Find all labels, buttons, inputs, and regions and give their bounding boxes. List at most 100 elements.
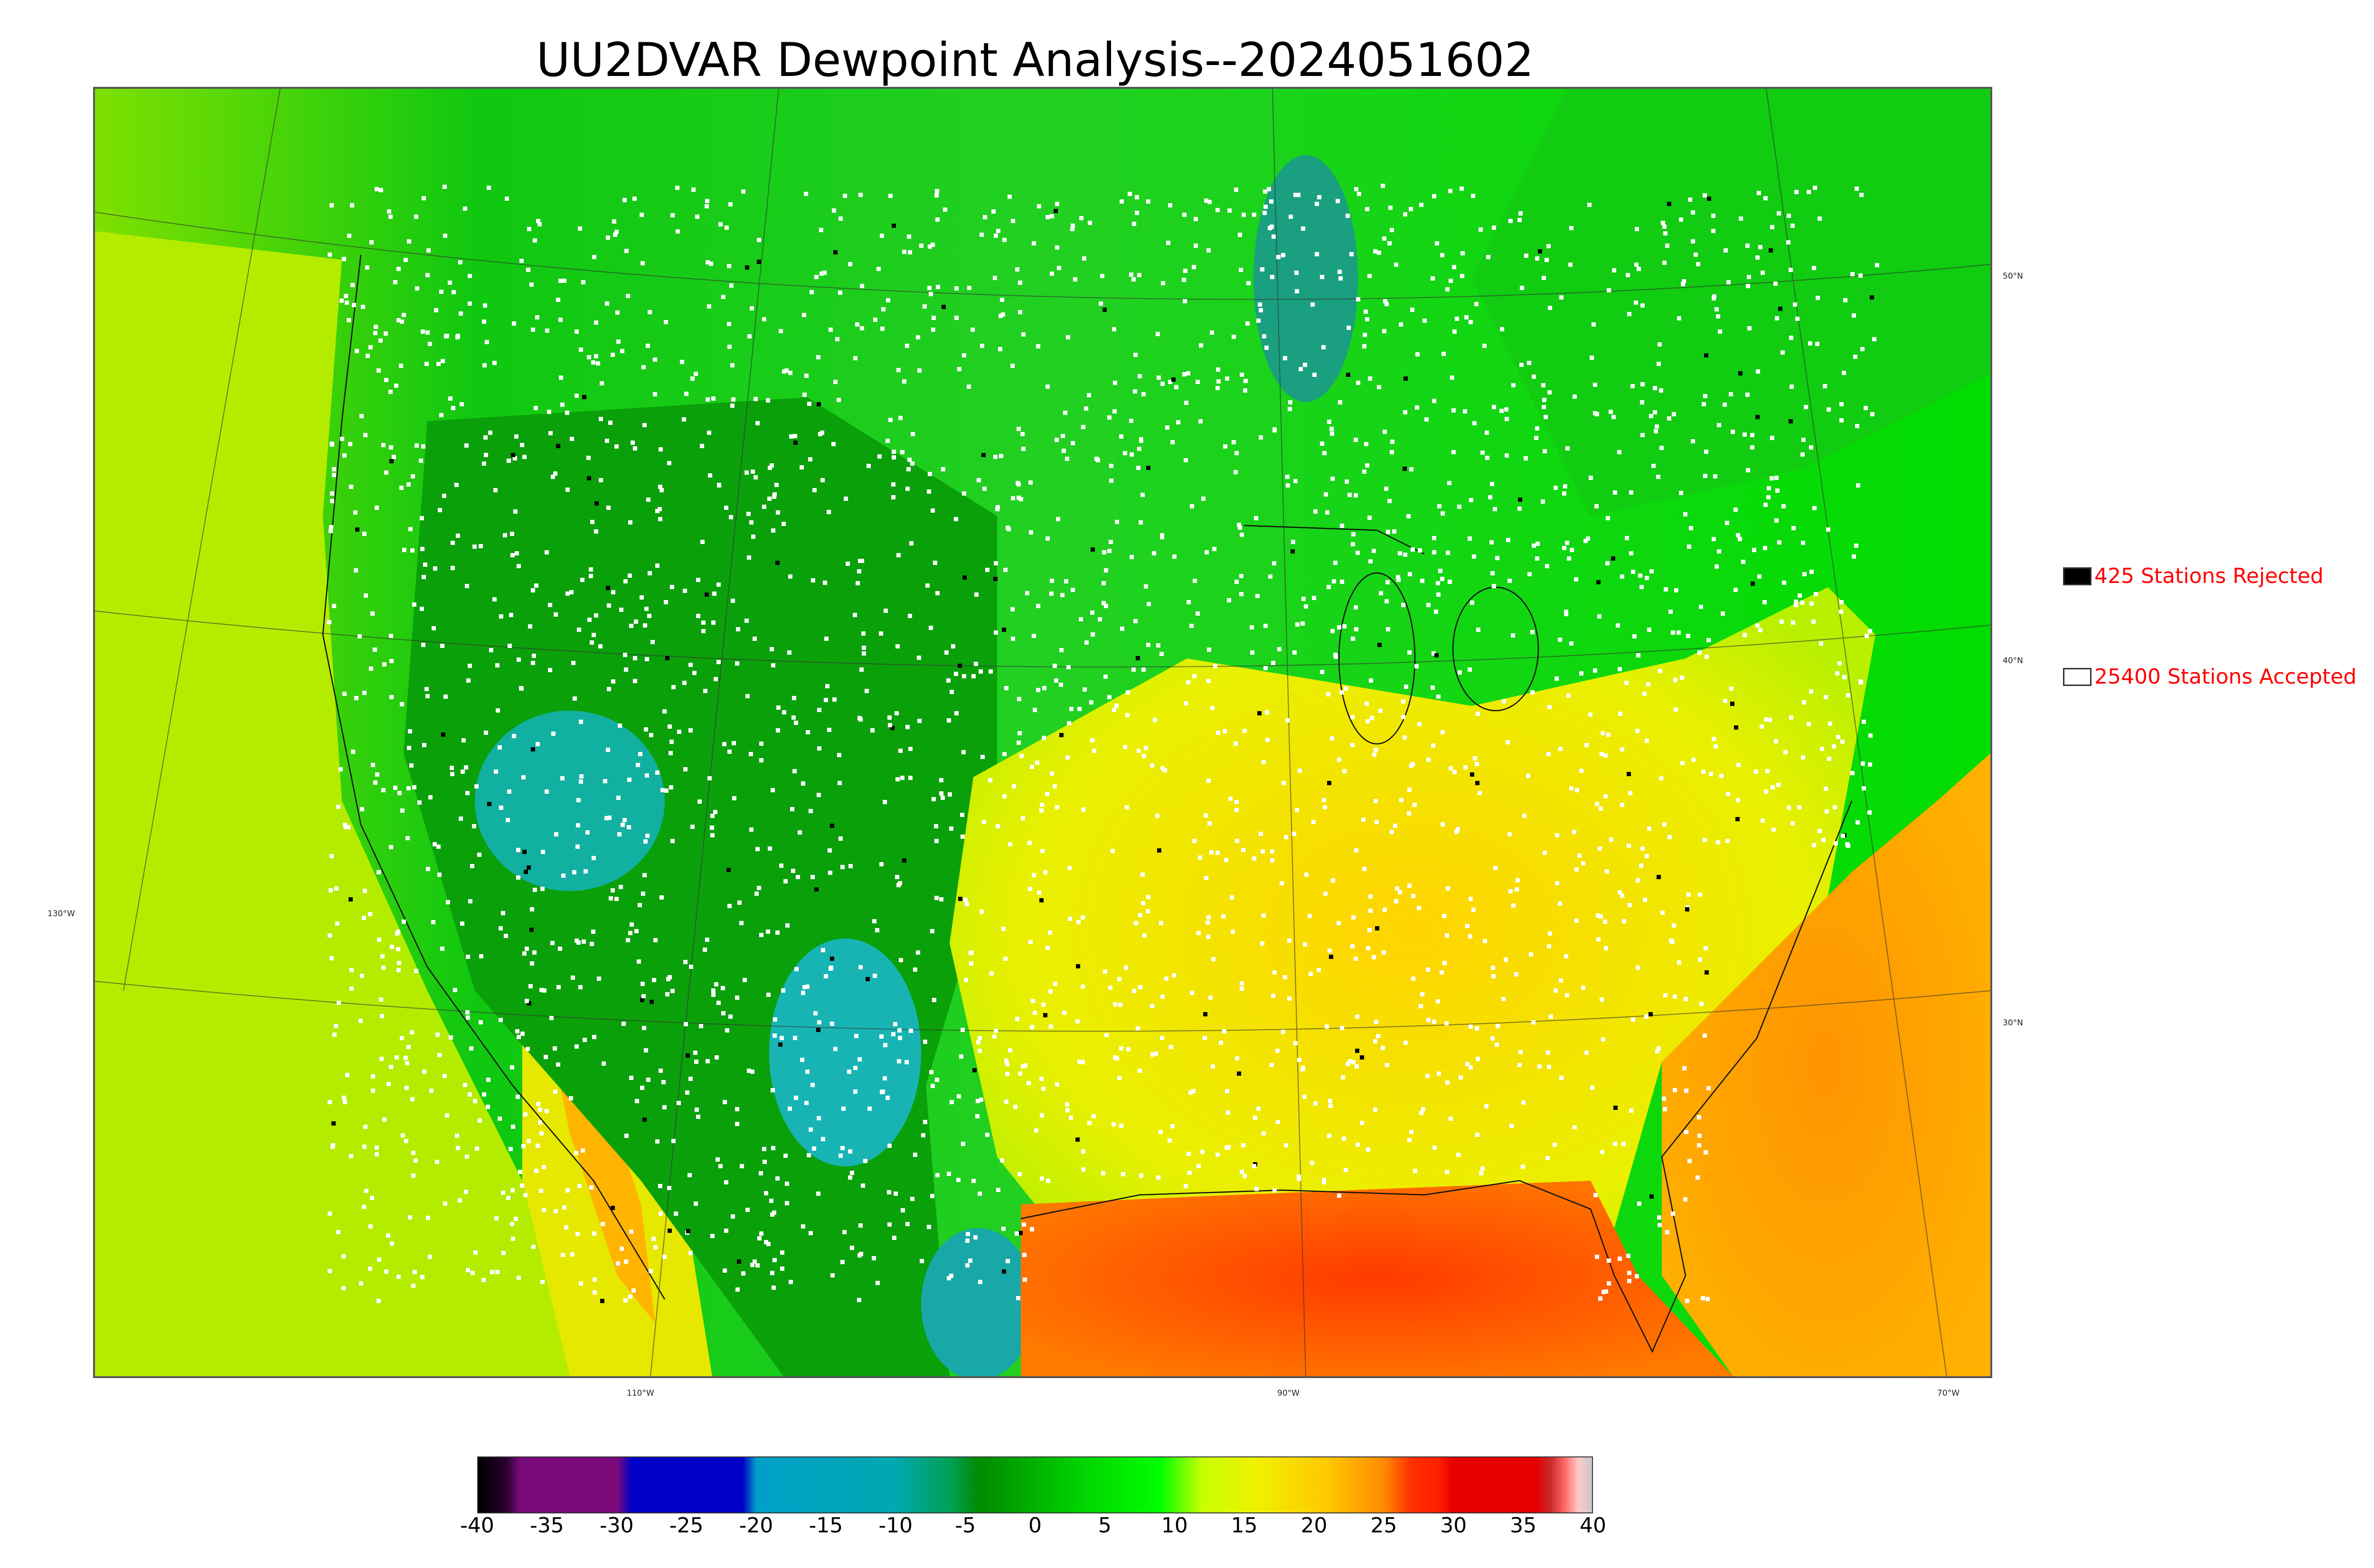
accepted-station — [1079, 216, 1083, 220]
accepted-station — [1065, 1108, 1070, 1112]
accepted-station — [646, 1078, 650, 1082]
accepted-station — [723, 1100, 727, 1104]
accepted-station — [1240, 981, 1244, 986]
accepted-station — [404, 1139, 408, 1143]
accepted-station — [1284, 1143, 1288, 1147]
accepted-station — [1356, 297, 1360, 301]
accepted-station — [1441, 822, 1445, 826]
rejected-station — [1136, 656, 1140, 660]
accepted-station — [1192, 265, 1196, 269]
accepted-station — [1683, 1197, 1687, 1202]
colorbar-tick-label: -40 — [460, 1513, 494, 1538]
accepted-station — [1270, 275, 1274, 279]
accepted-station — [1174, 385, 1178, 389]
accepted-station — [1415, 352, 1420, 357]
accepted-station — [1367, 928, 1372, 932]
accepted-station — [611, 888, 615, 892]
accepted-station — [1295, 808, 1299, 812]
accepted-station — [1230, 895, 1234, 900]
accepted-station — [660, 788, 665, 792]
accepted-station — [1607, 1281, 1611, 1286]
accepted-station — [1478, 791, 1482, 795]
accepted-station — [717, 483, 721, 488]
accepted-station — [1723, 699, 1727, 703]
accepted-station — [641, 994, 646, 998]
accepted-station — [1050, 579, 1054, 583]
accepted-station — [947, 1276, 951, 1280]
accepted-station — [1351, 1060, 1356, 1064]
accepted-station — [339, 299, 344, 303]
accepted-station — [373, 648, 377, 652]
accepted-station — [902, 250, 906, 254]
accepted-station — [424, 362, 429, 366]
accepted-station — [1741, 560, 1745, 564]
accepted-station — [375, 187, 379, 191]
accepted-station — [669, 740, 674, 744]
accepted-station — [980, 233, 984, 237]
colorbar-tick-label: 5 — [1098, 1513, 1112, 1538]
rejected-station — [962, 575, 967, 580]
accepted-station — [1262, 760, 1266, 764]
accepted-station — [1028, 940, 1033, 944]
accepted-station — [1626, 273, 1630, 277]
lat-30n-line — [95, 981, 1990, 1032]
accepted-station — [1683, 512, 1687, 516]
accepted-station — [1468, 536, 1472, 541]
accepted-station — [1417, 722, 1422, 726]
accepted-station — [1398, 551, 1402, 555]
rejected-station — [600, 1299, 604, 1303]
accepted-station — [405, 836, 410, 840]
accepted-station — [1867, 810, 1872, 815]
accepted-station — [532, 950, 537, 955]
accepted-station — [628, 520, 632, 525]
accepted-station — [1333, 561, 1338, 565]
accepted-station — [510, 1065, 514, 1070]
accepted-station — [828, 848, 832, 853]
accepted-station — [1042, 736, 1046, 740]
rejected-station — [830, 824, 834, 828]
accepted-station — [1117, 1076, 1121, 1080]
accepted-station — [1215, 208, 1220, 212]
accepted-station — [1518, 1050, 1523, 1054]
accepted-station — [782, 369, 786, 374]
colorbar-tick-label: -5 — [955, 1513, 976, 1538]
accepted-station — [905, 487, 910, 491]
accepted-station — [1190, 504, 1194, 508]
accepted-station — [1055, 438, 1059, 442]
accepted-station — [473, 1099, 477, 1103]
accepted-station — [1041, 1003, 1046, 1007]
accepted-station — [1138, 985, 1142, 989]
accepted-station — [1365, 702, 1369, 706]
accepted-station — [893, 1022, 897, 1026]
accepted-station — [1239, 268, 1243, 272]
rejected-station — [902, 858, 906, 863]
accepted-station — [655, 770, 659, 775]
accepted-station — [1417, 906, 1421, 910]
accepted-station — [631, 1288, 636, 1293]
accepted-station — [711, 988, 716, 993]
accepted-station — [787, 650, 791, 655]
accepted-station — [950, 690, 954, 694]
rejected-station — [524, 870, 528, 874]
accepted-station — [1651, 464, 1656, 468]
accepted-station — [633, 446, 637, 451]
colorbar-tick-label: -30 — [599, 1513, 634, 1538]
accepted-station — [1726, 280, 1731, 284]
rejected-station — [1039, 898, 1044, 902]
accepted-station — [848, 1149, 852, 1154]
accepted-station — [963, 898, 968, 902]
accepted-station — [1265, 710, 1269, 714]
accepted-station — [1337, 921, 1341, 925]
accepted-station — [1607, 288, 1611, 292]
accepted-station — [823, 581, 827, 585]
accepted-station — [1771, 827, 1776, 832]
accepted-station — [1474, 302, 1479, 306]
accepted-station — [804, 192, 808, 196]
accepted-station — [1426, 967, 1430, 972]
accepted-station — [895, 875, 899, 879]
accepted-station — [853, 356, 857, 360]
accepted-station — [1617, 450, 1621, 454]
accepted-station — [754, 397, 758, 401]
accepted-station — [731, 1214, 735, 1219]
accepted-station — [411, 1284, 415, 1288]
